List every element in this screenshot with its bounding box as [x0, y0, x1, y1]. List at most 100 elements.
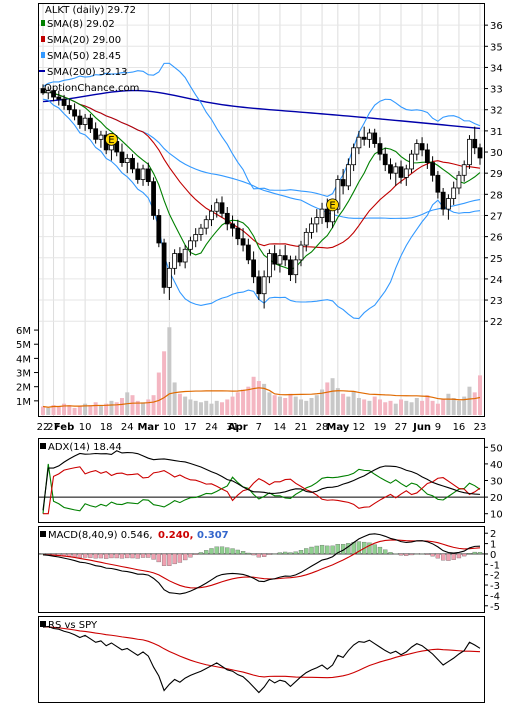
price-panel-frame — [38, 3, 485, 417]
x-tick-label: 10 — [163, 422, 176, 433]
macd-histogram-bar — [288, 552, 293, 555]
macd-panel-frame — [38, 526, 485, 613]
x-tick-label: Apr — [228, 422, 248, 433]
macd-label-text: MACD(8,40,9) 0.546, — [48, 530, 153, 541]
x-tick-label: 23 — [474, 422, 487, 433]
candle-body — [345, 164, 351, 187]
volume-bar — [288, 393, 293, 415]
candle-body — [388, 164, 393, 174]
candle-body — [340, 179, 346, 187]
candle-body — [203, 219, 209, 229]
volume-bar — [393, 403, 398, 415]
macd-histogram-bar — [82, 553, 88, 558]
legend-sma50: SMA(50) 28.45 — [47, 51, 121, 62]
volume-bar — [383, 402, 388, 415]
macd-histogram-bar — [335, 544, 340, 555]
candle-body — [446, 198, 451, 210]
volume-bar — [204, 400, 209, 415]
candle-body — [461, 164, 467, 176]
price-tick-label: 32 — [490, 106, 503, 117]
price-tick-label: 34 — [490, 63, 503, 74]
grid-lines — [39, 4, 484, 416]
volume-bar — [77, 406, 82, 415]
volume-bar — [183, 396, 188, 415]
volume-tick-label: 6M — [16, 326, 31, 337]
macd-histogram-bar — [209, 548, 214, 555]
candle-body — [87, 117, 93, 130]
watermark: OptionChance.com — [44, 83, 139, 94]
legend: SMA(8) 29.02 SMA(20) 29.00 SMA(50) 28.45… — [39, 19, 139, 94]
rs-panel-frame — [38, 616, 485, 703]
volume-bar — [241, 389, 246, 415]
volume-bar — [62, 403, 67, 415]
candle-body — [40, 88, 46, 94]
rs-label-text: RS vs SPY — [48, 620, 98, 631]
candle-body — [119, 151, 125, 163]
macd-histogram-bar — [251, 553, 256, 556]
macd-histogram-bar — [372, 544, 377, 555]
macd-tick-label: 2 — [490, 529, 496, 540]
candle-body — [277, 255, 283, 265]
macd-histogram-bar — [325, 545, 330, 555]
volume-bar — [351, 390, 356, 415]
candle-body — [309, 223, 314, 233]
macd-histogram-bar — [298, 550, 304, 555]
volume-bar — [341, 393, 346, 415]
x-tick-label: 16 — [453, 422, 466, 433]
earnings-marker-label: E — [108, 135, 114, 146]
volume-bar — [467, 386, 472, 415]
candle-body — [45, 90, 51, 94]
volume-bar — [372, 396, 377, 415]
macd-tick-label: -4 — [490, 591, 500, 602]
candle-body — [467, 138, 472, 166]
adx-line — [42, 450, 481, 511]
volume-bar — [293, 396, 298, 415]
volume-bar — [114, 402, 119, 415]
candle-body — [419, 143, 425, 151]
volume-bar — [188, 399, 193, 415]
candle-body — [209, 210, 214, 221]
volume-bar — [41, 406, 45, 415]
x-tick-label: 14 — [274, 422, 287, 433]
macd-histogram-bar — [225, 547, 230, 555]
ticker-label: ALKT (daily) 29.72 — [45, 5, 136, 16]
legend-sma8: SMA(8) 29.02 — [47, 19, 115, 30]
legend-swatch-sma8 — [41, 20, 45, 26]
volume-tick-label: 4M — [16, 354, 31, 365]
x-tick-label: Feb — [54, 422, 74, 433]
candle-body — [93, 128, 99, 140]
x-tick-label: 27 — [395, 422, 408, 433]
macd-histogram-bar — [214, 546, 219, 555]
volume-bar — [98, 405, 103, 415]
volume-bar — [172, 382, 177, 415]
sma8-line — [42, 91, 481, 270]
x-tick-label: 7 — [256, 422, 262, 433]
candle-body — [424, 149, 430, 163]
macd-histogram-bar — [240, 551, 246, 555]
volume-bar — [162, 351, 167, 415]
candle-body — [393, 166, 399, 174]
candle-body — [230, 223, 235, 229]
x-tick-label: 10 — [79, 422, 92, 433]
adx-tick-label: 10 — [490, 510, 503, 521]
candle-body — [335, 179, 341, 210]
x-tick-label: 12 — [353, 422, 366, 433]
candle-body — [409, 153, 414, 170]
candle-body — [451, 187, 457, 199]
volume-bar — [335, 388, 340, 415]
candle-body — [314, 217, 320, 225]
macd-histogram-bar — [419, 553, 425, 555]
rs-average-line — [42, 626, 481, 679]
macd-tick-label: 1 — [490, 540, 496, 551]
volume-tick-label: 3M — [16, 369, 31, 380]
macd-label: MACD(8,40,9) 0.546, 0.240, 0.307 — [40, 530, 229, 541]
volume-bar — [409, 402, 414, 415]
macd-histogram-bar — [235, 549, 240, 555]
macd-histogram-bar — [377, 546, 383, 555]
volume-tick-label: 2M — [16, 383, 31, 394]
candle-body — [456, 174, 462, 189]
volume-bar — [472, 392, 477, 415]
candle-body — [140, 168, 146, 180]
adx-di-plus-line — [42, 463, 481, 514]
